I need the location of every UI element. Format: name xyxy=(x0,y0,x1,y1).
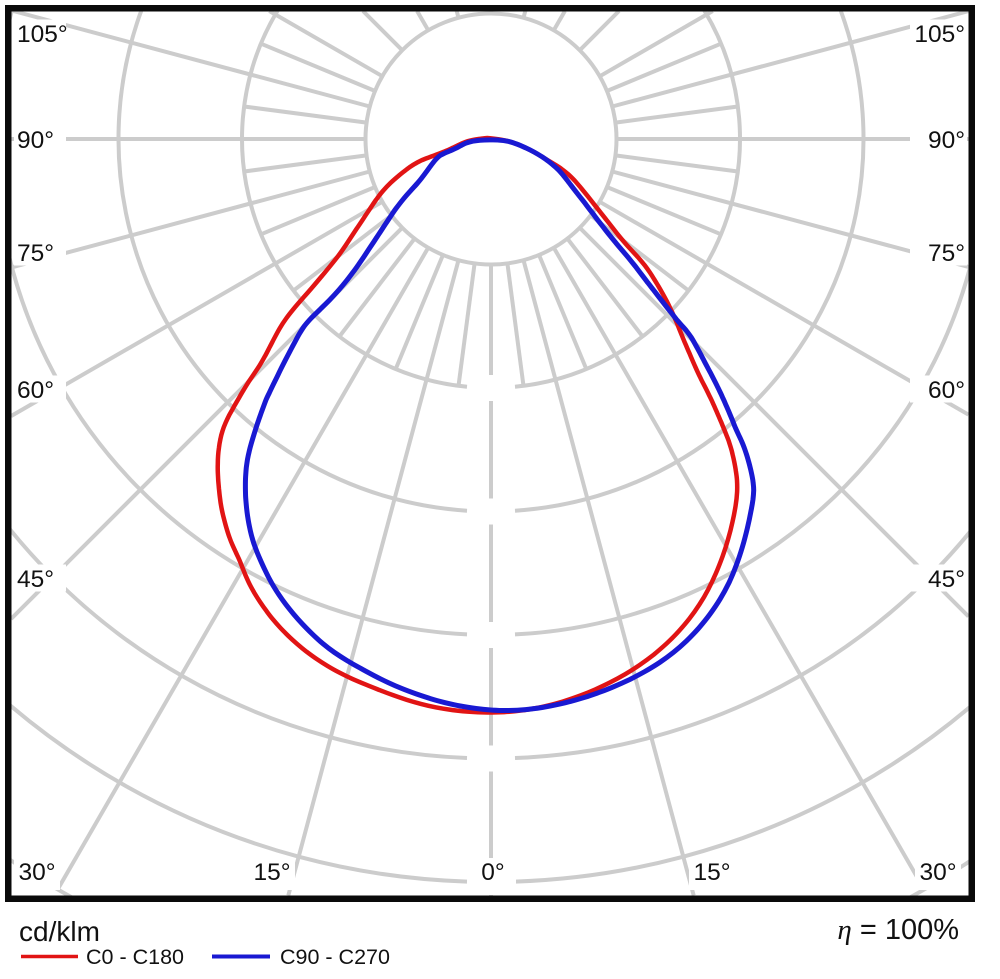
svg-text:30°: 30° xyxy=(919,859,956,886)
svg-text:cd/klm: cd/klm xyxy=(19,916,100,947)
svg-text:η = 100%: η = 100% xyxy=(837,914,959,946)
svg-text:90°: 90° xyxy=(928,127,965,154)
svg-text:45°: 45° xyxy=(17,566,54,593)
svg-text:60°: 60° xyxy=(928,377,965,404)
svg-text:105°: 105° xyxy=(17,21,68,48)
svg-text:30°: 30° xyxy=(18,859,55,886)
svg-text:60°: 60° xyxy=(17,377,54,404)
svg-text:75°: 75° xyxy=(928,240,965,267)
svg-text:C90 - C270: C90 - C270 xyxy=(280,945,390,969)
svg-text:15°: 15° xyxy=(693,859,730,886)
svg-text:90°: 90° xyxy=(17,127,54,154)
svg-text:C0 - C180: C0 - C180 xyxy=(86,945,184,969)
svg-text:45°: 45° xyxy=(928,566,965,593)
svg-text:15°: 15° xyxy=(253,859,290,886)
svg-text:105°: 105° xyxy=(914,21,965,48)
svg-text:75°: 75° xyxy=(17,240,54,267)
svg-text:0°: 0° xyxy=(481,859,504,886)
